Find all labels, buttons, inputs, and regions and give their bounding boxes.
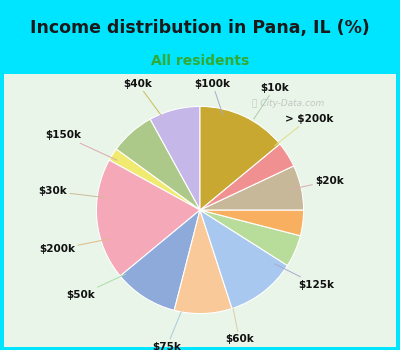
- Text: $125k: $125k: [274, 264, 334, 289]
- Text: > $200k: > $200k: [274, 114, 333, 146]
- Wedge shape: [150, 106, 200, 210]
- Text: $10k: $10k: [254, 83, 289, 119]
- Text: $50k: $50k: [66, 274, 126, 300]
- Text: Income distribution in Pana, IL (%): Income distribution in Pana, IL (%): [30, 19, 370, 37]
- Wedge shape: [116, 119, 200, 210]
- Text: $150k: $150k: [45, 131, 117, 160]
- Text: $100k: $100k: [194, 79, 230, 115]
- Text: $200k: $200k: [39, 239, 109, 254]
- Wedge shape: [109, 149, 200, 210]
- Wedge shape: [200, 210, 304, 236]
- Text: All residents: All residents: [151, 54, 249, 68]
- Wedge shape: [200, 166, 304, 210]
- Text: $20k: $20k: [291, 176, 344, 189]
- Text: $30k: $30k: [38, 186, 105, 197]
- Text: $60k: $60k: [225, 308, 254, 344]
- Text: $40k: $40k: [124, 79, 161, 115]
- Text: $75k: $75k: [152, 312, 181, 350]
- Wedge shape: [120, 210, 200, 310]
- Text: Ⓜ City-Data.com: Ⓜ City-Data.com: [252, 99, 324, 108]
- Wedge shape: [174, 210, 232, 314]
- Wedge shape: [96, 160, 200, 276]
- Wedge shape: [200, 210, 288, 309]
- Wedge shape: [200, 144, 294, 210]
- Wedge shape: [200, 210, 300, 266]
- Wedge shape: [200, 106, 280, 210]
